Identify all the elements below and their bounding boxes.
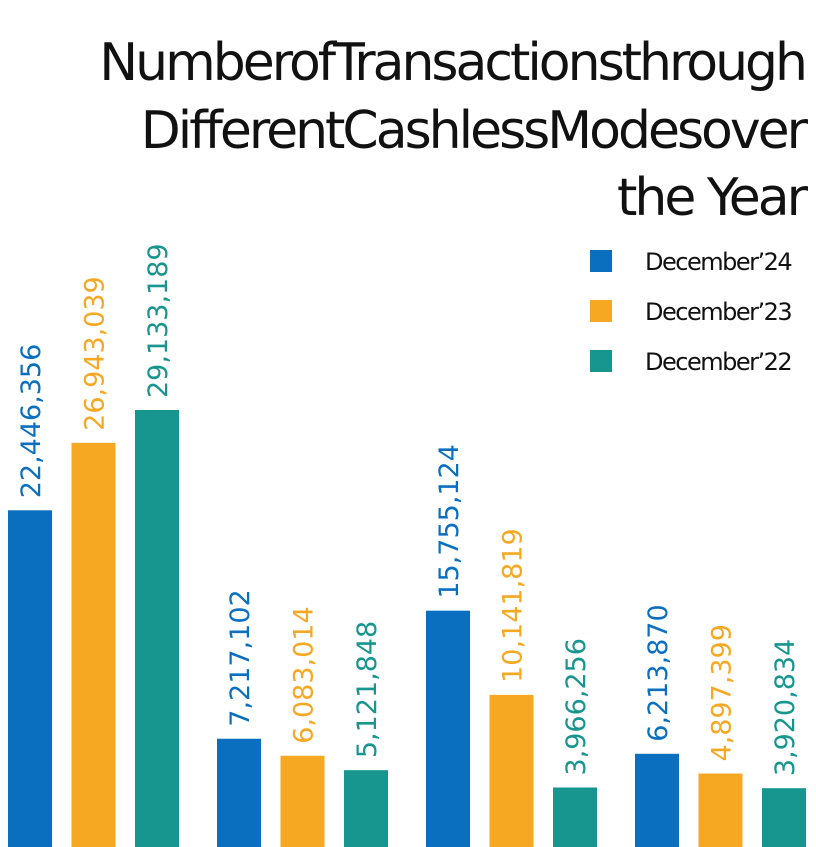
bar <box>426 610 470 847</box>
legend-label: December’24 <box>645 248 791 276</box>
bar <box>553 787 597 847</box>
value-label: 7,217,102 <box>225 589 256 726</box>
bar <box>71 442 116 847</box>
title: NumberofTransactionsthrough DifferentCas… <box>99 33 811 228</box>
value-label: 3,920,834 <box>770 639 801 776</box>
value-label: 15,755,124 <box>434 444 465 599</box>
value-label: 29,133,189 <box>143 243 174 398</box>
bar <box>635 753 679 847</box>
bar <box>489 694 534 847</box>
bar <box>762 788 806 847</box>
value-label: 26,943,039 <box>80 276 111 431</box>
bar <box>135 410 179 847</box>
bar <box>8 510 52 847</box>
legend-swatch <box>590 250 612 272</box>
value-label: 5,121,848 <box>352 621 383 758</box>
chart-title-line: NumberofTransactionsthrough <box>99 33 805 93</box>
bar <box>217 738 261 847</box>
bar <box>280 755 325 847</box>
value-label: 3,966,256 <box>561 638 592 775</box>
value-label: 6,083,014 <box>289 606 320 743</box>
value-label: 22,446,356 <box>16 344 47 499</box>
legend-label: December’22 <box>645 348 791 376</box>
bar <box>698 773 743 847</box>
legend-swatch <box>590 350 612 372</box>
value-label: 6,213,870 <box>643 604 674 741</box>
chart-title-line: DifferentCashlessModesover <box>141 101 809 161</box>
legend-swatch <box>590 300 612 322</box>
chart-title-line: the Year <box>617 168 809 228</box>
bar <box>344 770 388 847</box>
legend-label: December’23 <box>645 298 791 326</box>
value-label: 4,897,399 <box>707 624 738 761</box>
value-label: 10,141,819 <box>498 528 529 683</box>
